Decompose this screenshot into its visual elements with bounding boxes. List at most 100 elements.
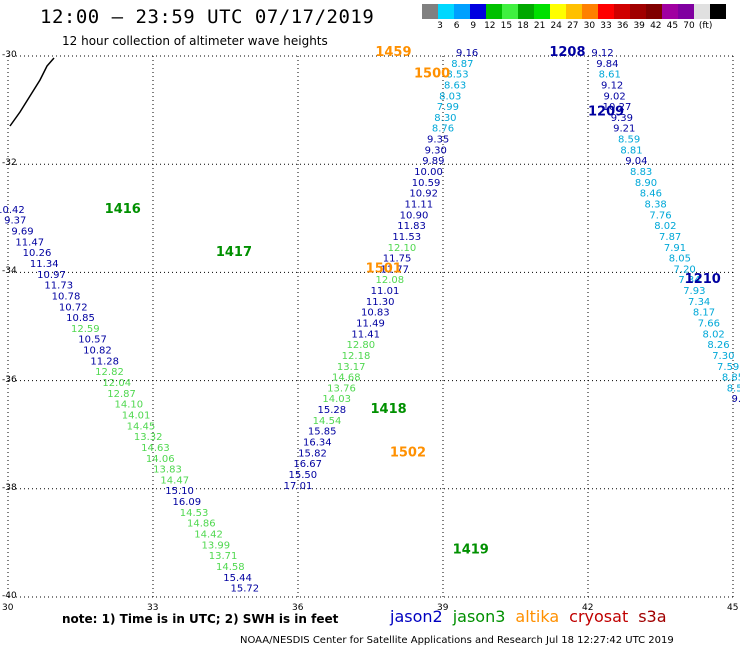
wave-height-value: 10.83: [361, 308, 390, 319]
wave-height-value: 7.91: [664, 243, 686, 254]
pass-time-label: 1418: [371, 402, 407, 417]
colorbar-label: 18: [517, 21, 529, 31]
wave-height-value: 8.59: [618, 135, 640, 146]
wave-height-value: 8.17: [693, 308, 715, 319]
wave-height-value: 9.12: [591, 48, 613, 59]
wave-height-value: 9.30: [425, 145, 447, 156]
wave-height-value: 7.34: [678, 275, 700, 286]
wave-height-value: 8.85: [722, 373, 740, 384]
wave-height-value: 11.34: [30, 259, 59, 270]
colorbar-label: 24: [550, 21, 562, 31]
wave-height-value: 10.72: [59, 302, 88, 313]
wave-height-value: 11.11: [405, 199, 434, 210]
wave-height-value: 14.53: [180, 508, 209, 519]
colorbar-label: 3: [437, 21, 443, 31]
legend-entry-altika: altika: [515, 607, 560, 626]
colorbar-swatch: [534, 4, 550, 19]
wave-height-value: 13.83: [153, 465, 182, 476]
coastline: [9, 57, 55, 127]
pass-time-label: 1208: [549, 45, 585, 60]
chart-subtitle: 12 hour collection of altimeter wave hei…: [62, 34, 328, 48]
pass-time-label: 1417: [216, 245, 252, 260]
pass-time-label: 1502: [390, 445, 426, 460]
wave-height-value: 12.08: [376, 275, 405, 286]
pass-time-label: 1500: [414, 67, 450, 82]
colorbar-swatch: [550, 4, 566, 19]
pass-time-label: 1210: [685, 272, 721, 287]
wave-height-value: 15.82: [298, 448, 327, 459]
wave-height-value: 10.90: [400, 210, 429, 221]
colorbar-label: 36: [616, 21, 629, 31]
wave-height-value: 14.06: [146, 454, 175, 465]
wave-height-value: 9.89: [422, 156, 444, 167]
wave-height-value: 14.03: [322, 394, 351, 405]
wave-height-value: 8.76: [432, 124, 454, 135]
wave-height-value: 10.97: [37, 270, 66, 281]
wave-height-value: 9.21: [613, 124, 635, 135]
colorbar-swatch: [694, 4, 710, 19]
wave-height-value: 8.26: [707, 340, 729, 351]
wave-height-value: 10.26: [23, 248, 52, 259]
wave-height-value: 12.18: [342, 351, 371, 362]
wave-height-value: 8.03: [439, 91, 461, 102]
wave-height-value: 17.01: [284, 481, 313, 492]
colorbar-swatch: [486, 4, 502, 19]
x-tick-label: 45: [727, 603, 739, 613]
footer-credit: NOAA/NESDIS Center for Satellite Applica…: [240, 635, 674, 646]
wave-height-value: 14.68: [332, 373, 361, 384]
colorbar-swatch: [566, 4, 582, 19]
colorbar-swatch: [614, 4, 630, 19]
wave-height-value: 8.83: [630, 167, 652, 178]
wave-height-value: 9.16: [456, 48, 478, 59]
wave-height-value: 11.28: [90, 356, 119, 367]
wave-height-value: 9.39: [611, 113, 633, 124]
colorbar-swatch: [678, 4, 694, 19]
colorbar-swatch: [582, 4, 598, 19]
wave-height-value: 12.04: [102, 378, 131, 389]
colorbar-label: 42: [650, 21, 662, 31]
wave-height-value: 10.42: [0, 205, 25, 216]
wave-height-value: 7.93: [683, 286, 705, 297]
wave-height-value: 8.53: [727, 383, 740, 394]
x-tick-label: 39: [437, 603, 449, 613]
colorbar-swatch: [710, 4, 726, 19]
wave-height-value: 12.10: [388, 243, 417, 254]
wave-height-value: 16.34: [303, 438, 332, 449]
x-tick-label: 33: [147, 603, 159, 613]
wave-height-value: 14.86: [187, 519, 216, 530]
wave-height-value: 16.09: [173, 497, 202, 508]
wave-height-value: 14.47: [160, 475, 189, 486]
wave-height-value: 14.54: [313, 416, 342, 427]
colorbar-label: 30: [583, 21, 596, 31]
wave-height-value: 8.90: [635, 178, 657, 189]
colorbar-label: 45: [666, 21, 679, 31]
wave-height-value: 10.85: [66, 313, 95, 324]
satellite-legend: jason2 jason3 altika cryosat s3a: [390, 607, 677, 626]
wave-height-value: 15.10: [165, 486, 194, 497]
colorbar-label: 33: [600, 21, 612, 31]
colorbar-swatch: [646, 4, 662, 19]
wave-height-value: 7.59: [717, 362, 739, 373]
wave-height-value: 14.42: [194, 529, 223, 540]
wave-height-value: 9.12: [601, 80, 623, 91]
colorbar-swatch: [438, 4, 454, 19]
y-tick-label: -34: [2, 266, 17, 277]
x-tick-label: 30: [2, 603, 14, 613]
colorbar-swatch: [598, 4, 614, 19]
wave-height-value: 11.01: [371, 286, 400, 297]
pass-time-label: 1416: [105, 202, 141, 217]
pass-time-label: 1419: [453, 543, 489, 558]
y-tick-label: -32: [2, 158, 17, 169]
wave-height-value: 12.59: [71, 324, 100, 335]
wave-height-value: 9.84: [596, 59, 618, 70]
wave-height-value: 8.63: [444, 80, 466, 91]
wave-height-value: 8.61: [599, 70, 621, 81]
wave-height-value: 11.53: [392, 232, 421, 243]
colorbar-label: 15: [500, 21, 513, 31]
wave-height-value: 8.02: [703, 329, 725, 340]
wave-height-value: 10.59: [412, 178, 441, 189]
wave-height-value: 13.99: [202, 540, 231, 551]
pass-time-label: 1209: [588, 105, 624, 120]
